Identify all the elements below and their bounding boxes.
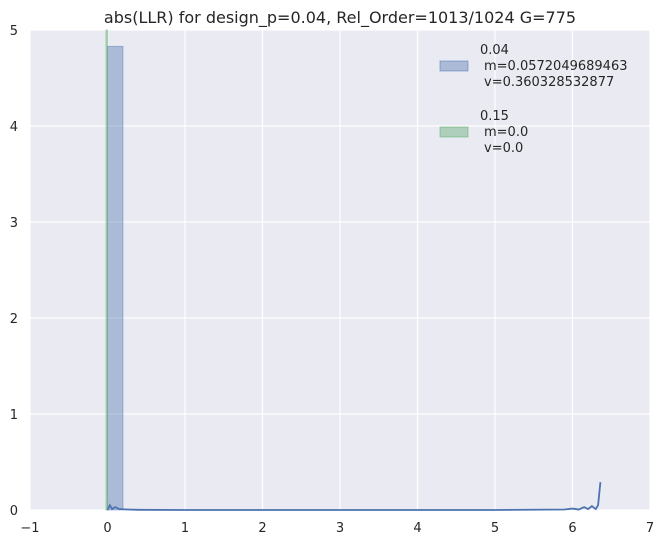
x-tick-label: 7 [646, 521, 654, 536]
x-tick-label: 6 [568, 521, 576, 536]
legend-swatch-0.04 [439, 60, 469, 72]
y-tick-label: 5 [10, 24, 18, 39]
x-tick-label: 5 [491, 521, 499, 536]
x-tick-label: 1 [181, 521, 189, 536]
kde-line-0.04 [106, 482, 602, 511]
histogram-bar-0.04 [107, 45, 124, 511]
histogram-bar-0.15 [105, 29, 108, 511]
legend-swatch-0.15 [439, 126, 469, 138]
y-tick-label: 3 [10, 216, 18, 231]
legend-label-0.04: m=0.0572049689463 [484, 59, 627, 74]
x-axis-ticks: −1 0 1 2 3 4 5 6 7 [20, 521, 654, 536]
x-tick-label: 0 [103, 521, 111, 536]
x-tick-label: −1 [20, 521, 39, 536]
legend-label-0.04: v=0.360328532877 [484, 75, 614, 90]
kde-curves [106, 482, 602, 511]
x-tick-label: 3 [336, 521, 344, 536]
y-tick-label: 2 [10, 312, 18, 327]
y-tick-label: 1 [10, 408, 18, 423]
legend-label-0.15: v=0.0 [484, 141, 523, 156]
chart-title: abs(LLR) for design_p=0.04, Rel_Order=10… [104, 8, 576, 28]
legend-label-0.04: 0.04 [480, 43, 509, 58]
legend-label-0.15: m=0.0 [484, 125, 528, 140]
x-tick-label: 2 [258, 521, 266, 536]
histogram-bars [105, 29, 124, 511]
x-tick-label: 4 [413, 521, 421, 536]
y-tick-label: 4 [10, 120, 18, 135]
legend-label-0.15: 0.15 [480, 109, 509, 124]
y-tick-label: 0 [10, 504, 18, 519]
y-axis-ticks: 0 1 2 3 4 5 [10, 24, 18, 519]
